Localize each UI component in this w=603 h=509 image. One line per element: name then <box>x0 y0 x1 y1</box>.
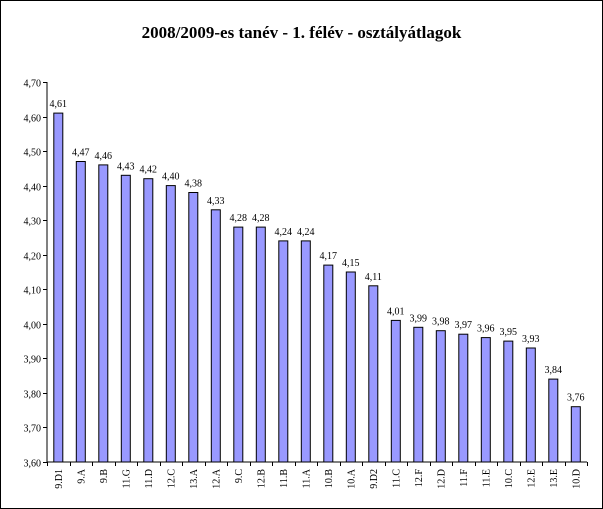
bar-10.D <box>570 406 581 463</box>
category-label: 13.A <box>189 468 200 489</box>
bar-10.C <box>503 340 514 463</box>
bar-13.A <box>188 192 199 463</box>
bar-11.B <box>278 240 289 463</box>
bar-12.E <box>525 347 536 463</box>
y-tick-label: 3,90 <box>24 355 42 366</box>
category-label: 11.G <box>121 469 132 488</box>
value-label: 3,76 <box>567 393 585 404</box>
y-tick-label: 4,60 <box>24 114 42 125</box>
bar-11.C <box>390 319 401 463</box>
category-label: 9.D1 <box>54 469 65 489</box>
bar-13.E <box>548 378 559 463</box>
y-tick-label: 4,20 <box>24 252 42 263</box>
value-label: 4,47 <box>72 148 90 159</box>
bar-11.A <box>300 240 311 463</box>
value-label: 3,84 <box>545 365 563 376</box>
value-label: 3,97 <box>455 320 473 331</box>
category-label: 11.C <box>391 469 402 488</box>
bar-12.C <box>165 185 176 463</box>
bar-11.G <box>120 174 131 463</box>
value-label: 4,15 <box>342 258 360 269</box>
y-tick-label: 4,40 <box>24 183 42 194</box>
bar-12.A <box>210 209 221 463</box>
category-label: 11.A <box>301 468 312 488</box>
value-label: 3,98 <box>432 317 450 328</box>
value-labels: 4,61 4,47 4,46 4,43 4,42 4,40 4,38 4,33 4,28 4,28… <box>50 99 585 404</box>
y-tick-label: 3,70 <box>24 424 42 435</box>
bar-9.C <box>233 226 244 463</box>
value-label: 4,42 <box>140 165 158 176</box>
bar-9.D2 <box>368 285 379 463</box>
bar-10.A <box>345 271 356 463</box>
y-tick-label: 4,70 <box>24 79 42 90</box>
category-label: 11.E <box>481 469 492 487</box>
bars <box>53 112 581 463</box>
value-label: 4,40 <box>162 172 180 183</box>
bar-12.F <box>413 326 424 463</box>
category-label: 11.F <box>459 469 470 487</box>
value-label: 4,24 <box>297 227 315 238</box>
category-label: 11.B <box>279 469 290 488</box>
bar-12.B <box>255 226 266 463</box>
category-label: 11.D <box>144 469 155 488</box>
bar-11.F <box>458 333 469 463</box>
y-tick-label: 4,30 <box>24 217 42 228</box>
value-label: 4,17 <box>320 251 338 262</box>
category-label: 12.F <box>414 469 425 488</box>
y-tick-label: 3,80 <box>24 390 42 401</box>
x-axis: 9.D1 9.A 9.B 11.G 11.D 12.C 13.A 12.A 9.C 12.B 11.… <box>47 461 588 489</box>
category-label: 10.C <box>504 469 515 489</box>
value-label: 4,28 <box>230 213 248 224</box>
value-label: 4,11 <box>365 272 382 283</box>
category-label: 12.C <box>166 469 177 489</box>
category-label: 10.D <box>571 469 582 489</box>
category-label: 12.D <box>436 469 447 489</box>
bar-12.D <box>435 330 446 463</box>
category-label: 9.B <box>99 469 110 484</box>
y-axis: 3,60 3,70 3,80 3,90 4,00 4,10 4,20 4,30 4,40 4,50… <box>24 79 48 470</box>
category-label: 12.B <box>256 469 267 489</box>
value-label: 3,96 <box>477 324 495 335</box>
category-label: 12.E <box>526 469 537 488</box>
value-label: 4,24 <box>275 227 293 238</box>
y-tick-label: 4,00 <box>24 321 42 332</box>
value-label: 3,93 <box>522 334 540 345</box>
category-label: 9.D2 <box>369 469 380 489</box>
bar-9.D1 <box>53 112 64 463</box>
value-label: 4,33 <box>207 196 225 207</box>
bar-11.E <box>480 337 491 463</box>
value-label: 3,95 <box>500 327 518 338</box>
bar-10.B <box>323 264 334 463</box>
value-label: 4,43 <box>117 161 135 172</box>
y-tick-label: 4,50 <box>24 148 42 159</box>
value-label: 4,28 <box>252 213 270 224</box>
value-label: 4,61 <box>50 99 68 110</box>
category-label: 10.B <box>324 469 335 489</box>
category-label: 13.E <box>549 469 560 488</box>
category-label: 9.C <box>234 469 245 484</box>
category-label: 12.A <box>211 468 222 489</box>
bar-11.D <box>143 178 154 463</box>
value-label: 3,99 <box>410 313 428 324</box>
bar-9.A <box>75 161 86 463</box>
category-label: 9.A <box>76 468 87 484</box>
y-tick-label: 4,10 <box>24 286 42 297</box>
value-label: 4,01 <box>387 306 405 317</box>
value-label: 4,46 <box>95 151 113 162</box>
category-label: 10.A <box>346 468 357 489</box>
chart-title: 2008/2009-es tanév - 1. félév - osztályá… <box>141 23 462 42</box>
y-tick-label: 3,60 <box>24 459 42 470</box>
value-label: 4,38 <box>185 179 203 190</box>
bar-9.B <box>98 164 109 463</box>
